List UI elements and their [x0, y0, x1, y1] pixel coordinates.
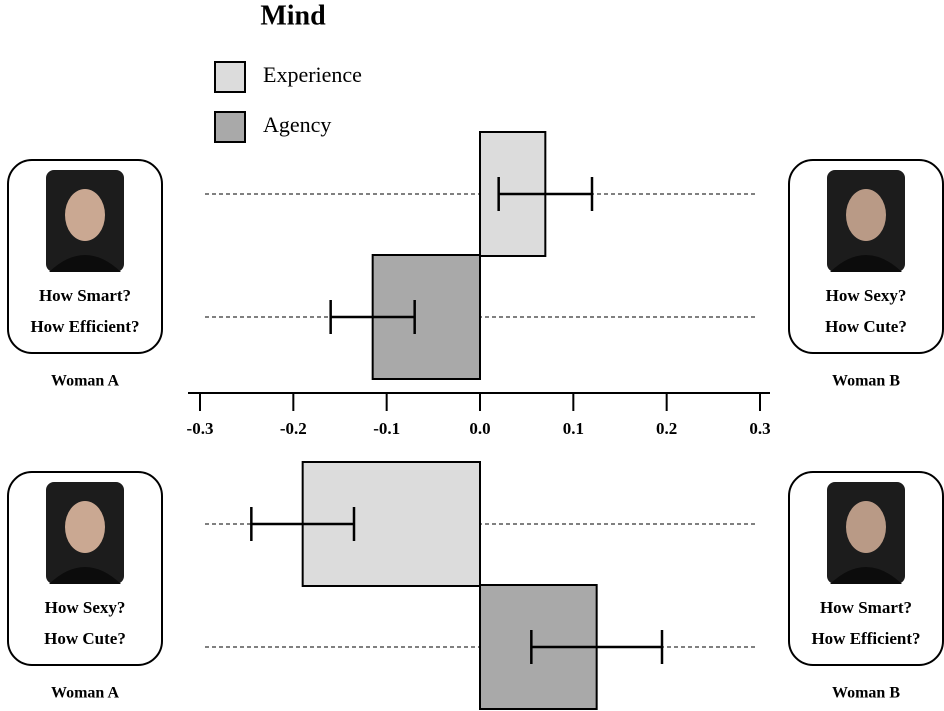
caption: Woman B	[832, 685, 900, 702]
caption: Woman B	[832, 373, 900, 390]
photo-face	[65, 501, 105, 553]
legend-swatch	[215, 62, 245, 92]
x-tick-label: -0.2	[280, 419, 307, 438]
card-text: How Efficient?	[811, 629, 920, 648]
card-text: How Smart?	[820, 598, 912, 617]
card-text: How Cute?	[825, 317, 907, 336]
caption: Woman A	[51, 373, 119, 390]
x-tick-label: -0.3	[187, 419, 214, 438]
card-text: How Cute?	[44, 629, 126, 648]
caption: Woman A	[51, 685, 119, 702]
x-tick-label: -0.1	[373, 419, 400, 438]
legend-label: Experience	[263, 62, 362, 87]
card-text: How Efficient?	[30, 317, 139, 336]
page: {"chart_data": {"type": "bar", "orientat…	[0, 0, 944, 711]
photo-face	[846, 189, 886, 241]
card-text: How Sexy?	[45, 598, 126, 617]
x-tick-label: 0.1	[563, 419, 584, 438]
photo-face	[65, 189, 105, 241]
photo-face	[846, 501, 886, 553]
card-text: How Sexy?	[826, 286, 907, 305]
legend-swatch	[215, 112, 245, 142]
chart-title: Mind	[260, 0, 326, 31]
x-tick-label: 0.0	[469, 419, 490, 438]
card-text: How Smart?	[39, 286, 131, 305]
x-tick-label: 0.3	[749, 419, 770, 438]
x-tick-label: 0.2	[656, 419, 677, 438]
chart: Mind How Smart? How Efficient? Woman A How …	[0, 0, 944, 711]
legend-label: Agency	[263, 112, 331, 137]
